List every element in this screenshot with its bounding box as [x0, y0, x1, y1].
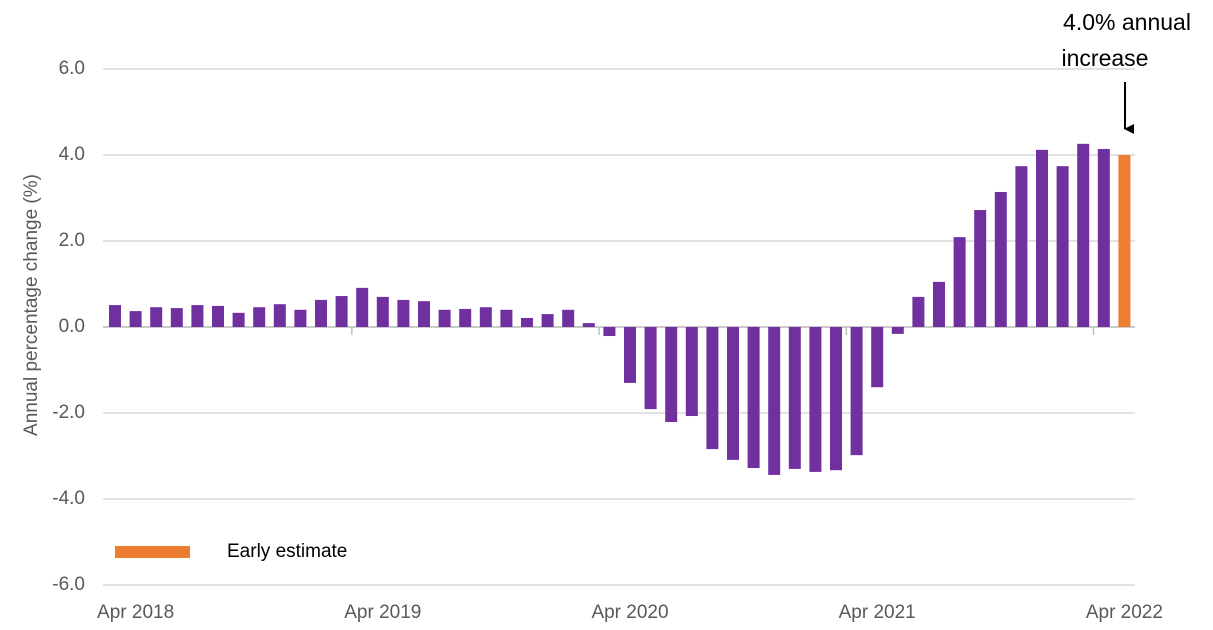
bar — [273, 304, 286, 327]
bar — [953, 237, 966, 327]
bar — [1097, 148, 1110, 327]
bar — [994, 191, 1007, 327]
bar — [1118, 155, 1131, 327]
bar — [459, 308, 472, 327]
y-tick-label: 0.0 — [59, 316, 85, 337]
bar — [418, 301, 430, 327]
legend-swatch — [115, 546, 190, 558]
bar — [974, 210, 987, 327]
bar — [541, 314, 554, 327]
x-tick-label: Apr 2020 — [591, 602, 668, 623]
bar — [253, 307, 266, 327]
bar — [397, 299, 410, 327]
bar — [438, 309, 451, 327]
y-tick-label: -6.0 — [52, 574, 85, 595]
annotation: 4.0% annual — [1063, 9, 1191, 35]
bar — [356, 287, 369, 327]
bar — [335, 296, 348, 327]
bar — [644, 327, 657, 410]
bar — [788, 327, 801, 469]
bar — [912, 296, 925, 327]
bar — [850, 327, 863, 456]
bar — [768, 327, 781, 475]
bar — [1077, 143, 1090, 327]
bar — [830, 327, 842, 471]
bar — [1056, 166, 1069, 327]
y-tick-label: 6.0 — [59, 58, 85, 79]
bar — [500, 309, 513, 327]
bar — [479, 307, 492, 327]
x-tick-label: Apr 2021 — [839, 602, 916, 623]
bar — [706, 327, 719, 450]
bar — [129, 311, 142, 327]
bar — [170, 308, 183, 327]
bar — [150, 307, 163, 327]
x-tick-label: Apr 2018 — [97, 602, 174, 623]
bar — [871, 327, 884, 388]
y-tick-label: 4.0 — [59, 144, 85, 165]
annotation: increase — [1062, 45, 1149, 71]
y-tick-label: 2.0 — [59, 230, 85, 251]
y-tick-label: -2.0 — [52, 402, 85, 423]
bar — [624, 327, 636, 383]
bar — [685, 327, 698, 417]
bar — [809, 327, 822, 472]
bar — [315, 299, 327, 327]
bar — [582, 323, 595, 327]
bar — [603, 327, 616, 337]
x-tick-label: Apr 2022 — [1086, 602, 1163, 623]
bar — [521, 317, 533, 327]
bar — [109, 305, 121, 327]
bar — [1036, 149, 1048, 327]
bar — [232, 312, 245, 327]
bar — [562, 309, 575, 327]
y-axis-label: Annual percentage change (%) — [21, 174, 42, 436]
bar — [727, 327, 739, 460]
bar — [376, 296, 389, 327]
x-tick-label: Apr 2019 — [344, 602, 421, 623]
bar — [665, 327, 678, 423]
bar — [933, 281, 945, 327]
bar — [191, 305, 204, 327]
bar — [212, 305, 224, 327]
legend-label: Early estimate — [227, 541, 347, 562]
y-tick-label: -4.0 — [52, 488, 85, 509]
bar — [747, 327, 760, 469]
bar — [1015, 166, 1028, 327]
bar — [891, 327, 904, 334]
bar — [294, 309, 307, 327]
